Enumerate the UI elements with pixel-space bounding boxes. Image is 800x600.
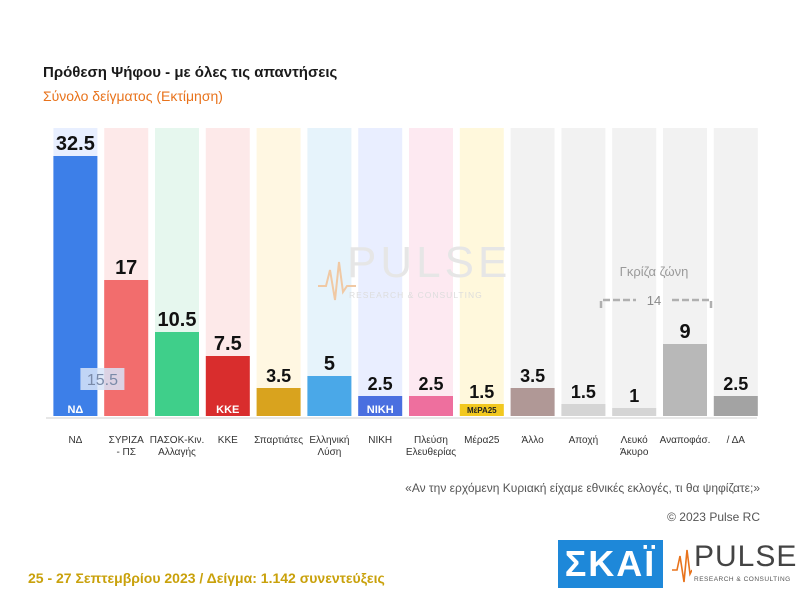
survey-question: «Αν την ερχόμενη Κυριακή είχαμε εθνικές … [405, 481, 760, 495]
tick-label: Λευκό [621, 434, 648, 446]
column-background [612, 128, 657, 416]
tick-label: Λύση [317, 446, 341, 458]
tick-label: ΝΙΚΗ [368, 435, 392, 446]
party-logo-label: ΜέΡΑ25 [467, 406, 497, 415]
pulse-logo-word: PULSE [694, 540, 798, 573]
chart-subtitle: Σύνολο δείγματος (Εκτίμηση) [43, 88, 223, 104]
data-label: 1.5 [571, 382, 596, 402]
tick-label: ΠΑΣΟΚ-Κιν. [150, 435, 205, 446]
tick-label: Αναποφάσ. [660, 434, 711, 446]
tick-label: ΣΥΡΙΖΑ [109, 435, 144, 446]
bar [561, 404, 606, 416]
column-background [358, 128, 403, 416]
skai-logo: ΣΚΑΪ [558, 540, 663, 588]
watermark-word: PULSE [347, 238, 511, 287]
bar [663, 344, 707, 416]
tick-label: / ΔΑ [727, 435, 746, 446]
data-label: 17 [115, 257, 137, 279]
tick-label: Πλεύση [414, 434, 448, 446]
annotation-label: 15.5 [87, 372, 118, 389]
data-label: 32.5 [56, 133, 95, 155]
column-background [561, 128, 606, 416]
pulse-logo-tagline: RESEARCH & CONSULTING [694, 576, 791, 583]
gray-zone-label: Γκρίζα ζώνη [620, 264, 689, 279]
data-label: 1 [629, 386, 639, 406]
tick-label: - ΠΣ [116, 447, 136, 458]
pulse-wave-icon [672, 549, 692, 583]
watermark-tagline: RESEARCH & CONSULTING [349, 290, 483, 300]
party-logo-label: ΝΔ [67, 404, 83, 416]
bar [713, 396, 758, 416]
tick-label: Ελληνική [309, 434, 349, 446]
data-label: 3.5 [520, 366, 545, 386]
bar [205, 356, 250, 416]
data-label: 1.5 [469, 382, 494, 402]
party-logo-label: ΚΚΕ [216, 404, 239, 416]
pulse-wave-icon [318, 261, 356, 301]
bar [612, 408, 657, 416]
gray-zone-value: 14 [647, 293, 661, 308]
bar [510, 388, 555, 416]
column-background [510, 128, 555, 416]
data-label: 7.5 [214, 333, 242, 355]
data-label: 9 [679, 321, 690, 343]
bar [409, 396, 453, 416]
tick-label: Μέρα25 [464, 434, 500, 446]
data-label: 10.5 [158, 309, 197, 331]
gray-zone-bracket: Γκρίζα ζώνη 14 [599, 264, 713, 308]
tick-label: Σπαρτιάτες [254, 434, 303, 446]
pulse-logo: PULSE RESEARCH & CONSULTING [672, 540, 796, 588]
column-background [409, 128, 453, 416]
tick-label: ΚΚΕ [218, 435, 238, 446]
tick-label: ΝΔ [68, 435, 82, 446]
data-label: 3.5 [266, 366, 291, 386]
bar [358, 396, 403, 416]
data-label: 5 [324, 353, 335, 375]
column-background [256, 128, 301, 416]
column-background [459, 128, 504, 416]
tick-label: Αλλαγής [158, 446, 196, 458]
pulse-watermark: PULSE RESEARCH & CONSULTING [318, 238, 511, 301]
bar [256, 388, 301, 416]
party-logo-label: ΝΙΚΗ [367, 404, 394, 416]
bar [459, 404, 504, 416]
tick-label: Άκυρο [620, 447, 649, 458]
survey-footer: 25 - 27 Σεπτεμβρίου 2023 / Δείγμα: 1.142… [28, 570, 385, 586]
column-background [713, 128, 758, 416]
annotation-box [80, 368, 125, 390]
bar [155, 332, 199, 416]
data-label: 2.5 [418, 374, 443, 394]
bar [307, 376, 352, 416]
chart-title: Πρόθεση Ψήφου - με όλες τις απαντήσεις [43, 64, 338, 81]
copyright: © 2023 Pulse RC [667, 510, 760, 524]
bar [104, 280, 149, 416]
data-label: 2.5 [723, 374, 748, 394]
data-label: 2.5 [368, 374, 393, 394]
tick-label: Ελευθερίας [406, 446, 456, 458]
tick-label: Άλλο [522, 435, 545, 446]
tick-label: Αποχή [569, 434, 599, 446]
